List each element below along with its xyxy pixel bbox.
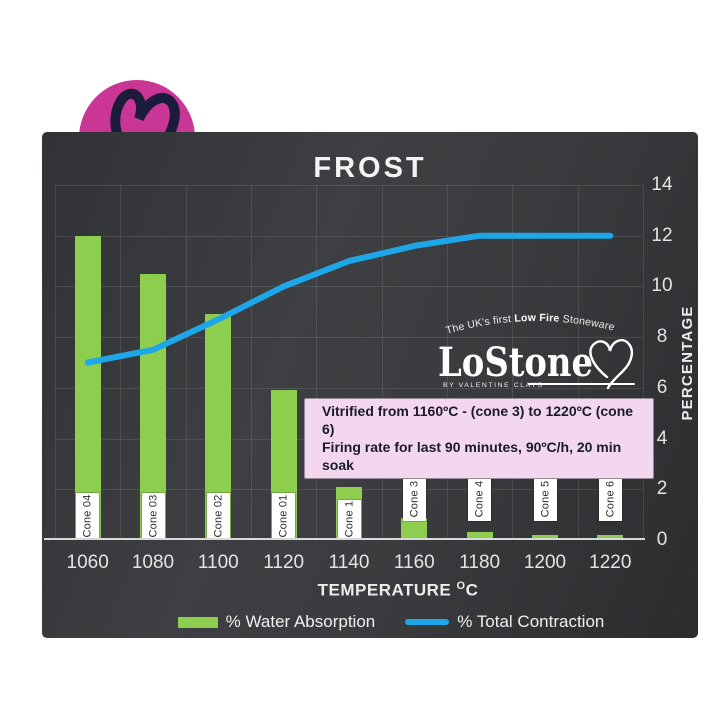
water-absorption-bar (532, 534, 558, 540)
gridline-vertical (55, 185, 56, 540)
x-axis-title-sup: O (456, 580, 466, 592)
cone-label-text: Cone 4 (473, 480, 486, 518)
y-tick-label: 12 (651, 224, 673, 246)
cone-label: Cone 6 (598, 477, 622, 521)
water-absorption-swatch (177, 616, 218, 628)
info-line-2: Firing rate for last 90 minutes, 90ºC/h,… (322, 439, 622, 473)
y-tick-label: 8 (656, 326, 668, 348)
lostone-tagline: The UK's first Low Fire Stoneware (445, 312, 616, 337)
x-tick-label: 1140 (328, 552, 370, 573)
cone-label-text: Cone 1 (343, 500, 356, 538)
y-tick-label: 10 (651, 275, 673, 297)
y-tick-label: 2 (656, 478, 668, 500)
water-absorption-bar (466, 532, 493, 540)
cone-label: Cone 03 (141, 493, 165, 538)
lostone-logo: The UK's first Low Fire Stoneware LoSton… (438, 312, 635, 390)
x-tick-label: 1180 (459, 552, 501, 573)
legend-item-water-absorption: % Water Absorption (177, 612, 376, 632)
x-tick-label: 1100 (197, 552, 239, 573)
legend-label-water-absorption: % Water Absorption (225, 612, 376, 631)
cone-label: Cone 02 (206, 493, 230, 538)
gridline-horizontal (55, 337, 643, 339)
cone-label: Cone 04 (76, 493, 100, 538)
cone-label: Cone 5 (533, 477, 557, 521)
x-tick-label: 1080 (131, 552, 175, 573)
x-axis-title-unit: C (465, 580, 479, 600)
y-tick-label: 6 (656, 376, 668, 398)
gridline-vertical (316, 185, 318, 540)
gridline-vertical (447, 185, 448, 540)
cone-label-text: Cone 6 (604, 480, 617, 518)
cone-label: Cone 1 (337, 500, 361, 538)
gridline-horizontal (55, 235, 643, 237)
total-contraction-swatch (405, 619, 450, 625)
legend-label-total-contraction: % Total Contraction (457, 612, 605, 631)
gridline-horizontal (55, 387, 643, 389)
gridline-vertical (185, 185, 187, 540)
y-axis-title: PERCENTAGE (679, 305, 696, 421)
x-tick-label: 1220 (589, 552, 632, 573)
y-tick-label: 14 (651, 174, 673, 195)
cone-label-text: Cone 03 (147, 494, 159, 537)
x-tick-label: 1200 (523, 552, 567, 573)
x-axis-line (44, 538, 645, 540)
y-tick-label: 0 (656, 529, 668, 550)
heart-outline-icon (589, 339, 634, 390)
plot-area: Cone 04 Cone 03 Cone 02 Cone 01 Cone 1 Cone 3… (55, 185, 644, 540)
x-axis-title-text: TEMPERATURE (317, 580, 457, 600)
cone-label: Cone 01 (272, 493, 296, 538)
legend-item-total-contraction: % Total Contraction (405, 612, 604, 632)
gridline-horizontal (55, 185, 643, 186)
x-tick-label: 1160 (393, 552, 435, 573)
x-tick-label: 1060 (66, 552, 109, 573)
water-absorption-bar (597, 534, 624, 540)
water-absorption-bar (74, 235, 101, 540)
chart-title: FROST (313, 152, 427, 184)
gridline-vertical (643, 185, 644, 540)
x-axis-title: TEMPERATURE OC (248, 580, 548, 601)
cone-label: Cone 3 (402, 477, 426, 521)
cone-label-text: Cone 04 (81, 494, 94, 537)
total-contraction-line (84, 232, 614, 366)
legend: % Water Absorption % Total Contraction (63, 612, 719, 632)
y-tick-label: 4 (656, 427, 668, 449)
lostone-wordmark: LoStone (438, 339, 593, 386)
info-box: Vitrified from 1160ºC - (cone 3) to 1220… (304, 398, 654, 479)
cone-label-text: Cone 01 (277, 494, 290, 537)
cone-label-text: Cone 3 (408, 480, 421, 518)
info-line-1: Vitrified from 1160ºC - (cone 3) to 1220… (322, 403, 634, 437)
cone-label-text: Cone 02 (212, 494, 225, 537)
gridline-vertical (381, 185, 383, 540)
cone-label: Cone 4 (468, 477, 492, 521)
total-contraction-polyline (84, 232, 614, 366)
gridline-vertical (577, 185, 579, 540)
gridline-vertical (251, 185, 252, 540)
lostone-byline: BY VALENTINE CLAYS (443, 382, 544, 389)
chart-box: FROST Cone 04 Cone 03 Cone 02 Cone 01 Cone 1… (42, 132, 698, 638)
x-tick-label: 1120 (263, 552, 305, 573)
water-absorption-bar (401, 518, 428, 540)
cone-label-text: Cone 5 (539, 480, 552, 518)
gridline-vertical (512, 185, 514, 540)
gridline-vertical (120, 185, 122, 540)
gridline-horizontal (55, 286, 643, 288)
